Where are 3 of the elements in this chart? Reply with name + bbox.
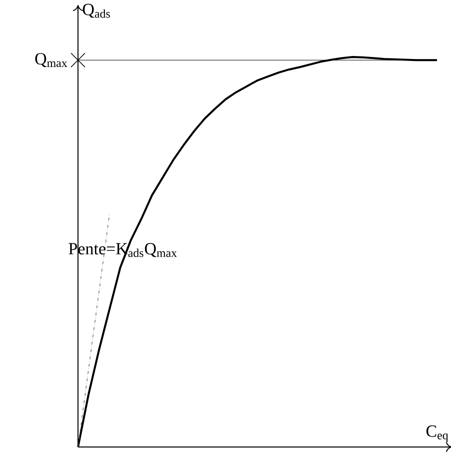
ref-line-label: Q$_{max}$	[35, 53, 68, 68]
x-axis-title: C$_{eq}$	[426, 425, 448, 442]
y-axis-title: Q$_{ads}$	[82, 4, 110, 18]
